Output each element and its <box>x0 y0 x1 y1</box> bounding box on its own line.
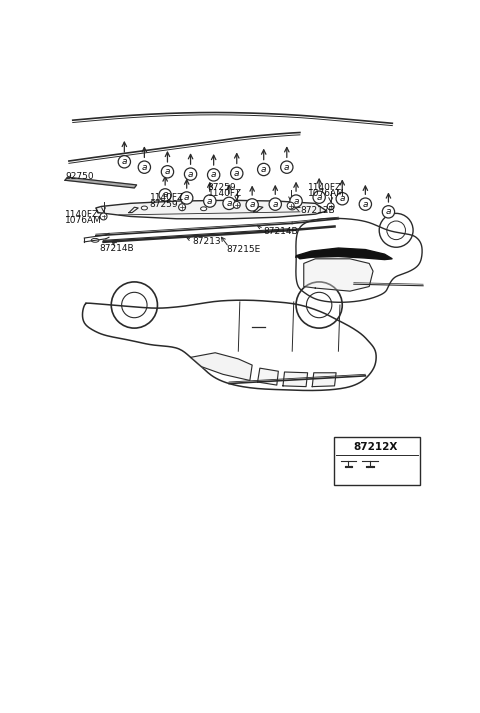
FancyBboxPatch shape <box>334 438 420 485</box>
Text: a: a <box>386 207 391 216</box>
Text: a: a <box>273 200 278 209</box>
Circle shape <box>118 155 131 168</box>
Circle shape <box>180 192 193 204</box>
Ellipse shape <box>289 206 295 210</box>
Polygon shape <box>191 353 252 381</box>
Polygon shape <box>283 372 308 386</box>
Circle shape <box>338 442 349 453</box>
Text: 1076AM: 1076AM <box>308 189 345 198</box>
Text: a: a <box>188 170 193 179</box>
Text: 87214B: 87214B <box>263 227 298 235</box>
Text: a: a <box>162 190 168 200</box>
Text: a: a <box>184 193 190 202</box>
Text: 87259: 87259 <box>150 200 179 209</box>
Text: a: a <box>234 169 240 178</box>
Circle shape <box>223 198 235 210</box>
Circle shape <box>207 169 220 181</box>
Text: 87259: 87259 <box>207 183 236 192</box>
Text: 87214B: 87214B <box>100 244 134 252</box>
Text: a: a <box>250 200 255 210</box>
Polygon shape <box>65 178 137 188</box>
Circle shape <box>327 203 334 210</box>
Text: 1140FZ: 1140FZ <box>308 183 342 192</box>
Polygon shape <box>258 368 278 385</box>
Polygon shape <box>96 200 327 219</box>
Text: a: a <box>261 165 266 174</box>
Text: 1140FZ: 1140FZ <box>150 193 184 202</box>
Text: a: a <box>341 443 347 452</box>
Circle shape <box>258 163 270 175</box>
Circle shape <box>336 193 348 205</box>
Polygon shape <box>304 259 373 291</box>
Ellipse shape <box>141 206 147 210</box>
Circle shape <box>230 167 243 180</box>
Circle shape <box>179 204 186 210</box>
Text: a: a <box>142 163 147 172</box>
Text: a: a <box>339 194 345 203</box>
Text: 87213: 87213 <box>192 237 221 245</box>
Text: a: a <box>362 200 368 209</box>
Circle shape <box>204 195 216 207</box>
Circle shape <box>313 191 325 203</box>
Polygon shape <box>296 248 392 260</box>
Text: a: a <box>293 197 299 205</box>
Circle shape <box>290 195 302 207</box>
Text: 87212X: 87212X <box>354 443 398 453</box>
Text: a: a <box>211 170 216 180</box>
Text: a: a <box>284 163 289 172</box>
Text: 92750: 92750 <box>65 172 94 181</box>
Text: 1140FZ: 1140FZ <box>65 210 99 219</box>
Circle shape <box>233 202 240 208</box>
Circle shape <box>100 213 107 220</box>
Text: a: a <box>226 199 232 208</box>
Circle shape <box>382 205 395 218</box>
Text: 1140FZ: 1140FZ <box>207 189 241 198</box>
Text: 87212B: 87212B <box>300 206 335 215</box>
Text: a: a <box>165 168 170 176</box>
Circle shape <box>281 161 293 173</box>
Text: a: a <box>316 193 322 202</box>
Circle shape <box>359 198 372 210</box>
Circle shape <box>246 199 258 211</box>
Circle shape <box>159 189 171 201</box>
Text: 1076AM: 1076AM <box>65 216 102 225</box>
Circle shape <box>269 198 281 210</box>
Text: 87215E: 87215E <box>227 245 261 254</box>
Circle shape <box>184 168 197 180</box>
Circle shape <box>161 165 174 178</box>
Circle shape <box>287 202 294 209</box>
Text: a: a <box>121 158 127 166</box>
Text: a: a <box>207 197 213 205</box>
Polygon shape <box>312 373 336 386</box>
Circle shape <box>138 161 151 173</box>
Ellipse shape <box>201 207 207 210</box>
